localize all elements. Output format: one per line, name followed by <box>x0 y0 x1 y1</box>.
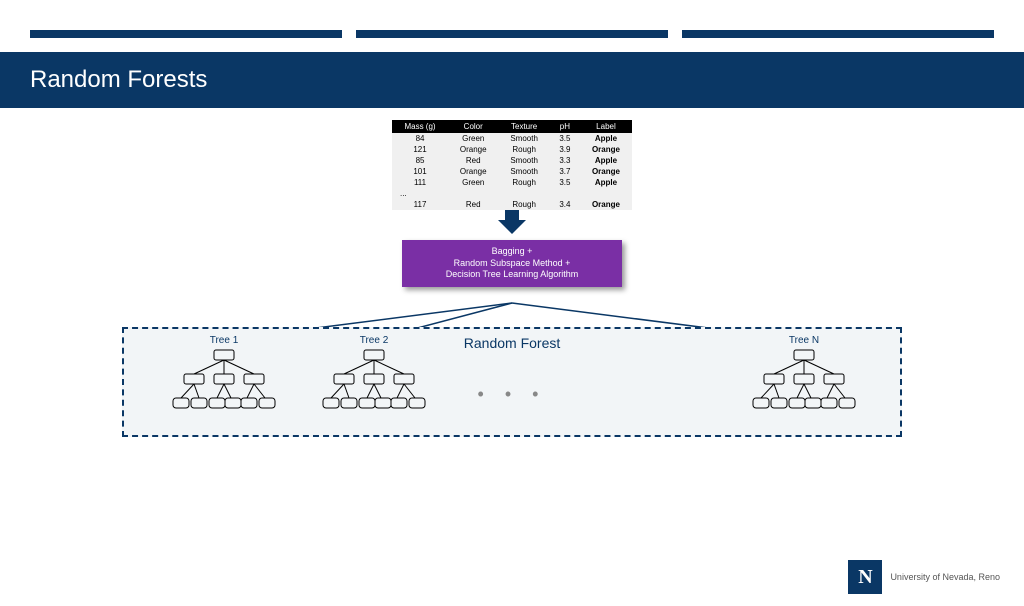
table-cell: Apple <box>580 155 632 166</box>
accent-bar <box>356 30 668 38</box>
table-ellipsis-row: ... <box>392 188 632 199</box>
table-header: pH <box>550 120 580 133</box>
forest-label: Random Forest <box>464 335 560 351</box>
table-cell: 101 <box>392 166 448 177</box>
tree-block: Tree 2 <box>314 335 434 431</box>
tree-icon <box>319 348 429 426</box>
forest-ellipsis: • • • <box>478 384 547 405</box>
table-row: 121OrangeRough3.9Orange <box>392 144 632 155</box>
table-cell: 3.3 <box>550 155 580 166</box>
table-cell: 85 <box>392 155 448 166</box>
table-cell: 3.9 <box>550 144 580 155</box>
table-header: Label <box>580 120 632 133</box>
table-cell: 84 <box>392 133 448 144</box>
table-cell: 121 <box>392 144 448 155</box>
table-cell: Rough <box>498 199 549 210</box>
tree-label: Tree 2 <box>314 335 434 346</box>
method-line: Bagging + <box>412 246 612 258</box>
logo-icon: N <box>848 560 882 594</box>
tree-label: Tree N <box>744 335 864 346</box>
table-cell: 117 <box>392 199 448 210</box>
table-cell: Smooth <box>498 166 549 177</box>
table-header: Texture <box>498 120 549 133</box>
table-cell: Smooth <box>498 155 549 166</box>
slide-title: Random Forests <box>30 66 994 94</box>
table-cell: Green <box>448 177 498 188</box>
org-name: University of Nevada, Reno <box>890 572 1000 582</box>
table-cell: Smooth <box>498 133 549 144</box>
table-ellipsis: ... <box>392 188 632 199</box>
table-cell: Orange <box>448 144 498 155</box>
footer-logo: N University of Nevada, Reno <box>848 560 1000 594</box>
table-row: 117RedRough3.4Orange <box>392 199 632 210</box>
table-cell: Orange <box>580 166 632 177</box>
accent-bar <box>682 30 994 38</box>
table-cell: 3.5 <box>550 133 580 144</box>
table-cell: Red <box>448 199 498 210</box>
arrow-down-icon <box>0 210 1024 234</box>
table-cell: 3.7 <box>550 166 580 177</box>
method-line: Random Subspace Method + <box>412 258 612 270</box>
tree-block: Tree 1 <box>164 335 284 431</box>
table-cell: Apple <box>580 133 632 144</box>
training-data-table: Mass (g)ColorTexturepHLabel 84GreenSmoot… <box>392 120 632 210</box>
table-row: 111GreenRough3.5Apple <box>392 177 632 188</box>
table-cell: 111 <box>392 177 448 188</box>
table-cell: Orange <box>580 144 632 155</box>
method-line: Decision Tree Learning Algorithm <box>412 269 612 281</box>
tree-icon <box>169 348 279 426</box>
forest-container: Random Forest • • • Tree 1 Tree 2 <box>122 327 902 437</box>
table-cell: Green <box>448 133 498 144</box>
accent-bar <box>30 30 342 38</box>
table-row: 101OrangeSmooth3.7Orange <box>392 166 632 177</box>
forest-box: Random Forest • • • Tree 1 Tree 2 <box>122 327 902 437</box>
table-cell: Red <box>448 155 498 166</box>
table-cell: Orange <box>448 166 498 177</box>
table-header: Color <box>448 120 498 133</box>
method-box: Bagging + Random Subspace Method + Decis… <box>402 240 622 287</box>
table-cell: Rough <box>498 177 549 188</box>
table-header: Mass (g) <box>392 120 448 133</box>
title-band: Random Forests <box>0 52 1024 108</box>
top-accent-bars <box>0 30 1024 38</box>
table-cell: Rough <box>498 144 549 155</box>
table-row: 85RedSmooth3.3Apple <box>392 155 632 166</box>
tree-block: Tree N <box>744 335 864 431</box>
tree-icon <box>749 348 859 426</box>
table-cell: Orange <box>580 199 632 210</box>
slide-content: Mass (g)ColorTexturepHLabel 84GreenSmoot… <box>0 108 1024 437</box>
table-cell: Apple <box>580 177 632 188</box>
tree-label: Tree 1 <box>164 335 284 346</box>
table-row: 84GreenSmooth3.5Apple <box>392 133 632 144</box>
table-cell: 3.4 <box>550 199 580 210</box>
table-cell: 3.5 <box>550 177 580 188</box>
